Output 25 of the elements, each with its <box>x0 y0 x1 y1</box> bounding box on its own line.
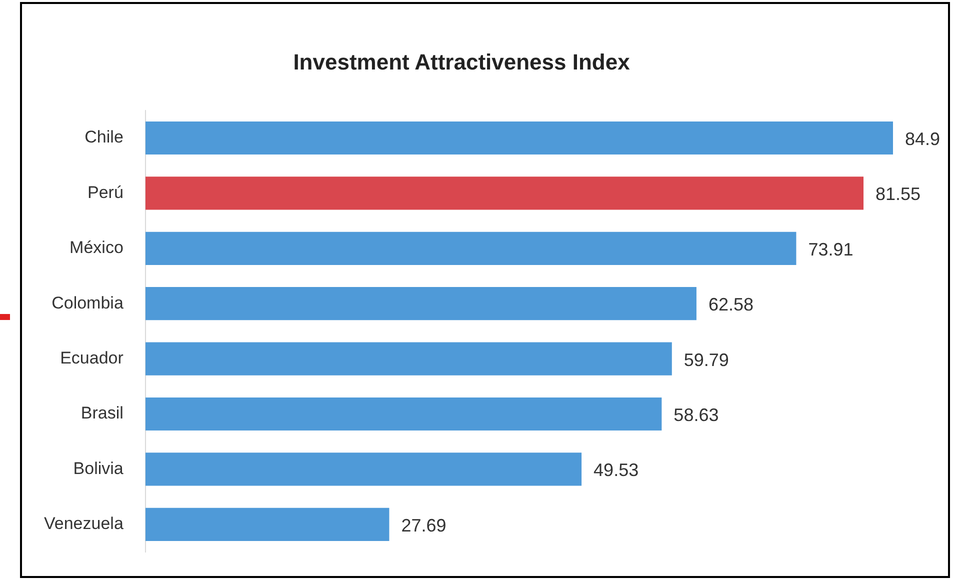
data-label: 58.63 <box>674 404 719 425</box>
data-label: 62.58 <box>708 294 754 315</box>
y-tick-label: Bolivia <box>73 458 124 478</box>
bar <box>145 452 582 486</box>
y-tick-label: Perú <box>87 182 124 202</box>
data-label: 59.79 <box>684 350 729 370</box>
bar <box>145 176 864 210</box>
data-label: 27.69 <box>401 515 446 536</box>
data-label: 49.53 <box>594 460 639 480</box>
bar <box>145 287 696 320</box>
y-tick-label: Colombia <box>52 293 124 312</box>
data-label: 73.91 <box>808 239 854 260</box>
data-label: 84.9 <box>905 128 940 149</box>
y-tick-label: Ecuador <box>60 348 124 368</box>
y-tick-label: Brasil <box>80 404 124 423</box>
chart-title: Investment Attractiveness Index <box>293 49 631 74</box>
bar <box>145 397 662 431</box>
bar <box>145 342 672 376</box>
bar <box>145 508 390 541</box>
y-tick-label: México <box>70 238 124 258</box>
y-tick-label: Venezuela <box>44 514 124 534</box>
data-label: 81.55 <box>876 184 921 204</box>
bar <box>145 121 893 155</box>
y-tick-label: Chile <box>84 128 124 147</box>
bar <box>145 232 796 265</box>
